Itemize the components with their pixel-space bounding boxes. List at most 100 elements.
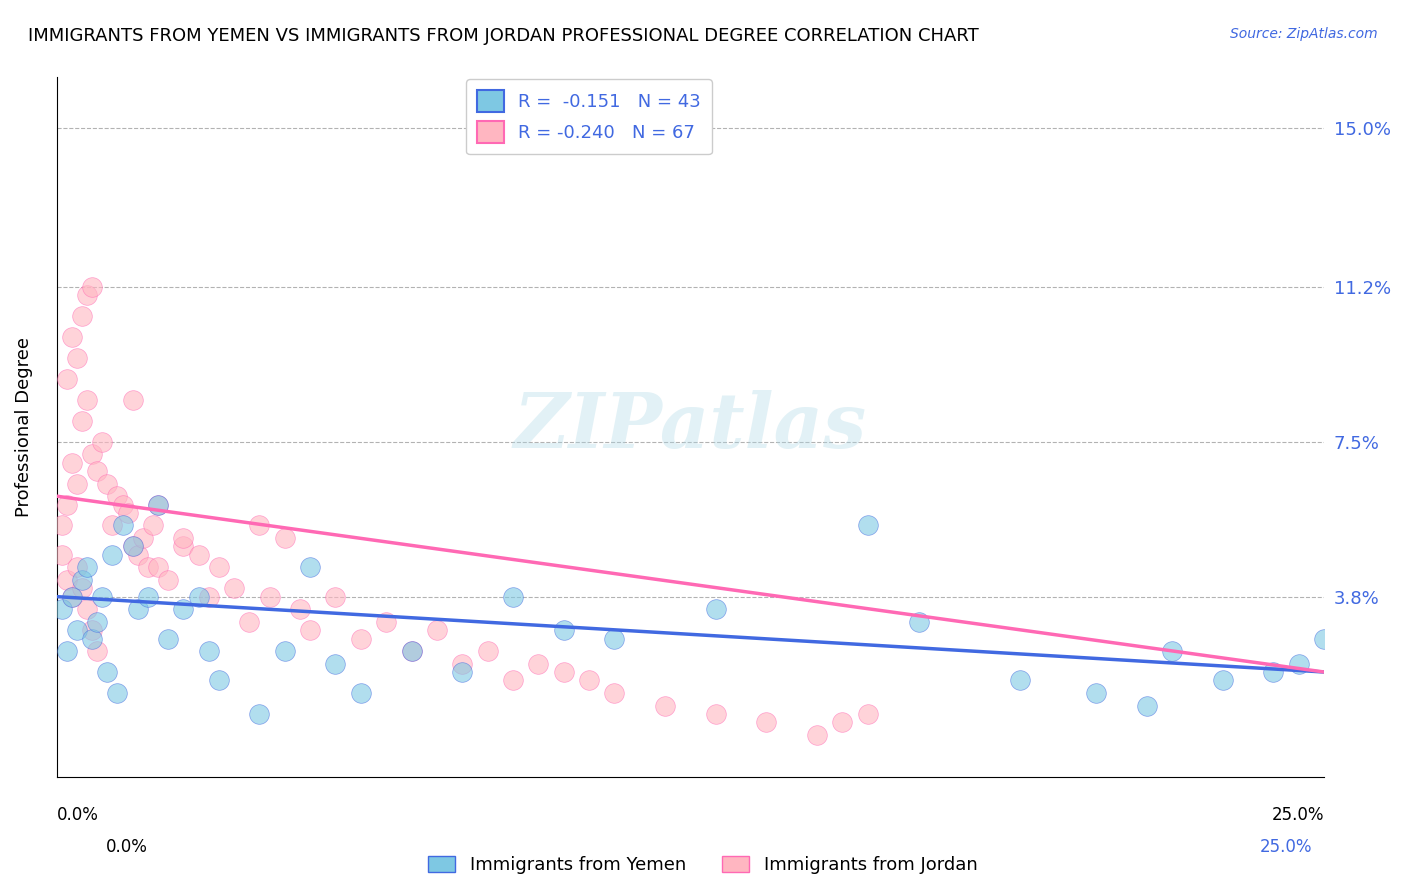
Point <box>249 518 271 533</box>
Point <box>55 372 77 386</box>
Point <box>502 673 524 688</box>
Point <box>1263 665 1285 679</box>
Point <box>55 644 77 658</box>
Point <box>527 657 550 671</box>
Text: 0.0%: 0.0% <box>105 838 148 855</box>
Point <box>325 657 347 671</box>
Point <box>603 686 626 700</box>
Point <box>1212 673 1234 688</box>
Point <box>146 498 169 512</box>
Point <box>553 623 575 637</box>
Point <box>82 447 104 461</box>
Point <box>101 518 124 533</box>
Point <box>107 489 129 503</box>
Point <box>856 518 879 533</box>
Point <box>51 518 73 533</box>
Point <box>1313 632 1336 646</box>
Text: ZIPatlas: ZIPatlas <box>513 390 868 464</box>
Point <box>274 531 297 545</box>
Point <box>121 392 143 407</box>
Point <box>350 686 373 700</box>
Point <box>1136 698 1159 713</box>
Point <box>350 632 373 646</box>
Point <box>451 665 474 679</box>
Point <box>172 531 194 545</box>
Point <box>86 615 108 629</box>
Point <box>238 615 260 629</box>
Point <box>477 644 499 658</box>
Point <box>325 590 347 604</box>
Point <box>249 706 271 721</box>
Point <box>101 548 124 562</box>
Point <box>187 590 209 604</box>
Point <box>259 590 281 604</box>
Point <box>70 573 93 587</box>
Point <box>66 476 89 491</box>
Point <box>208 673 231 688</box>
Legend: Immigrants from Yemen, Immigrants from Jordan: Immigrants from Yemen, Immigrants from J… <box>419 847 987 883</box>
Point <box>603 632 626 646</box>
Point <box>51 602 73 616</box>
Point <box>157 573 180 587</box>
Point <box>121 540 143 554</box>
Point <box>426 623 449 637</box>
Point <box>502 590 524 604</box>
Point <box>1288 657 1310 671</box>
Point <box>66 351 89 365</box>
Point <box>187 548 209 562</box>
Point <box>375 615 398 629</box>
Point <box>451 657 474 671</box>
Point <box>197 644 219 658</box>
Point <box>755 715 778 730</box>
Point <box>856 706 879 721</box>
Point <box>401 644 423 658</box>
Point <box>704 602 727 616</box>
Point <box>111 518 134 533</box>
Point <box>208 560 231 574</box>
Point <box>76 288 98 302</box>
Point <box>96 665 118 679</box>
Point <box>157 632 180 646</box>
Point <box>76 392 98 407</box>
Point <box>401 644 423 658</box>
Point <box>60 456 83 470</box>
Point <box>553 665 575 679</box>
Point <box>288 602 311 616</box>
Point <box>76 602 98 616</box>
Point <box>70 414 93 428</box>
Point <box>274 644 297 658</box>
Point <box>86 644 108 658</box>
Text: 0.0%: 0.0% <box>56 806 98 824</box>
Point <box>86 464 108 478</box>
Point <box>66 560 89 574</box>
Y-axis label: Professional Degree: Professional Degree <box>15 337 32 517</box>
Point <box>132 531 155 545</box>
Point <box>654 698 676 713</box>
Point <box>1161 644 1184 658</box>
Point <box>91 434 114 449</box>
Point <box>172 540 194 554</box>
Point <box>121 540 143 554</box>
Point <box>146 498 169 512</box>
Text: Source: ZipAtlas.com: Source: ZipAtlas.com <box>1230 27 1378 41</box>
Point <box>831 715 853 730</box>
Legend: R =  -0.151   N = 43, R = -0.240   N = 67: R = -0.151 N = 43, R = -0.240 N = 67 <box>465 79 711 154</box>
Point <box>82 280 104 294</box>
Point <box>578 673 600 688</box>
Point <box>70 581 93 595</box>
Point <box>55 573 77 587</box>
Point <box>907 615 929 629</box>
Text: 25.0%: 25.0% <box>1271 806 1324 824</box>
Point <box>82 623 104 637</box>
Point <box>60 590 83 604</box>
Point <box>96 476 118 491</box>
Point <box>172 602 194 616</box>
Point <box>136 560 159 574</box>
Point <box>142 518 165 533</box>
Point <box>117 506 139 520</box>
Point <box>55 498 77 512</box>
Point <box>66 623 89 637</box>
Point <box>127 548 149 562</box>
Point <box>299 623 322 637</box>
Point <box>136 590 159 604</box>
